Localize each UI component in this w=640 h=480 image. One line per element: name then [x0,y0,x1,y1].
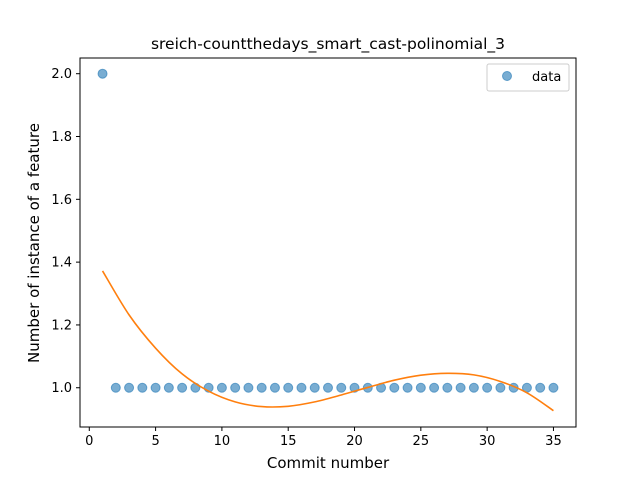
y-tick-label: 1.8 [51,130,72,145]
data-point [244,383,253,392]
data-point [297,383,306,392]
x-tick-label: 15 [280,434,297,449]
legend-label-data: data [532,70,561,85]
data-point [403,383,412,392]
data-point [151,383,160,392]
data-point [443,383,452,392]
data-point [536,383,545,392]
y-tick-label: 1.0 [51,381,72,396]
axes-frame [80,58,576,427]
legend: data [487,64,569,91]
x-axis-label: Commit number [267,454,390,472]
data-point [324,383,333,392]
chart-title: sreich-countthedays_smart_cast-polinomia… [151,35,505,54]
data-point [310,383,319,392]
data-point [111,383,120,392]
data-point [125,383,134,392]
plot-area [98,69,558,410]
data-point [98,69,107,78]
data-point [416,383,425,392]
y-tick-label: 2.0 [51,67,72,82]
data-point [270,383,279,392]
data-point [217,383,226,392]
y-axis-label: Number of instance of a feature [25,123,43,363]
data-point [456,383,465,392]
data-point [178,383,187,392]
x-tick-label: 0 [85,434,93,449]
x-tick-label: 25 [413,434,430,449]
x-tick-label: 10 [214,434,231,449]
data-point [284,383,293,392]
x-tick-label: 35 [545,434,562,449]
x-tick-label: 30 [479,434,496,449]
x-tick-label: 5 [151,434,159,449]
data-point [164,383,173,392]
data-point [469,383,478,392]
data-point [231,383,240,392]
data-point [549,383,558,392]
y-tick-label: 1.6 [51,193,72,208]
data-point [496,383,505,392]
data-point [483,383,492,392]
y-tick-label: 1.4 [51,256,72,271]
data-point [257,383,266,392]
data-point [138,383,147,392]
legend-marker-data [503,72,512,81]
data-point [337,383,346,392]
data-point [430,383,439,392]
data-point [390,383,399,392]
y-tick-label: 1.2 [51,318,72,333]
x-tick-label: 20 [346,434,363,449]
